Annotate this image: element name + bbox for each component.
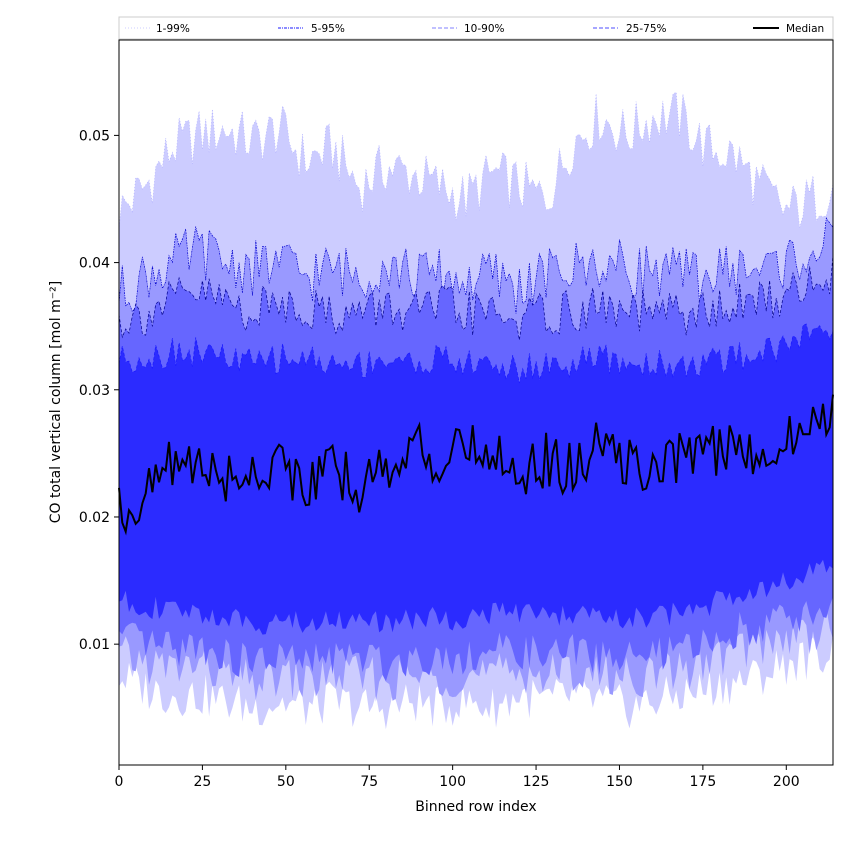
median-line: [118, 394, 834, 536]
x-tick-label: 75: [360, 774, 378, 790]
x-tick-label: 175: [690, 774, 717, 790]
x-tick-label: 0: [115, 774, 124, 790]
legend-box: [118, 16, 834, 40]
x-tick-label: 150: [606, 774, 633, 790]
legend: 1-99% 5-95% 10-90% 25-75% Median: [118, 16, 834, 40]
y-tick-label: 0.03: [79, 383, 110, 399]
y-axis: 0.01 0.02 0.03 0.04 0.05: [79, 128, 119, 653]
y-axis-title: CO total vertical column [mol m⁻²]: [48, 281, 64, 523]
legend-label: 25-75%: [626, 23, 667, 35]
plot-frame: [118, 39, 834, 766]
legend-label: Median: [786, 23, 824, 35]
band-25-75-upper-line: [118, 323, 834, 384]
bands-layer: [118, 91, 834, 730]
y-tick-label: 0.01: [79, 637, 110, 653]
band-5-95-upper-line: [118, 217, 834, 314]
legend-label: 5-95%: [311, 23, 345, 35]
median-layer: [118, 394, 834, 536]
x-axis-title: Binned row index: [415, 799, 536, 815]
band-1-99-upper-line: [118, 91, 834, 230]
x-tick-label: 25: [193, 774, 211, 790]
band-10-90-upper-line: [118, 254, 834, 341]
y-tick-label: 0.04: [79, 256, 110, 272]
x-tick-label: 125: [523, 774, 550, 790]
y-tick-label: 0.02: [79, 510, 110, 526]
band-25-75-area: [119, 324, 833, 635]
x-tick-label: 200: [773, 774, 800, 790]
x-tick-label: 100: [439, 774, 466, 790]
legend-label: 10-90%: [464, 23, 505, 35]
y-tick-label: 0.05: [79, 128, 110, 144]
legend-label: 1-99%: [156, 23, 190, 35]
x-axis: 0 25 50 75 100 125 150 175 200: [115, 765, 800, 790]
x-tick-label: 50: [277, 774, 295, 790]
